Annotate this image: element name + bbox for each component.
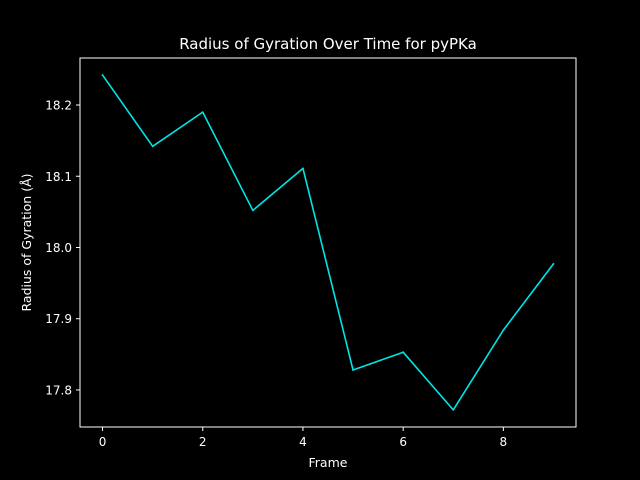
data-point bbox=[402, 351, 405, 354]
data-point bbox=[352, 369, 354, 371]
x-axis-ticks: 0 2 4 6 8 bbox=[99, 427, 507, 449]
data-point bbox=[251, 209, 254, 212]
data-point bbox=[302, 167, 304, 170]
x-tick-label: 6 bbox=[399, 435, 407, 449]
x-tick-label: 4 bbox=[299, 435, 307, 449]
y-tick-label: 17.9 bbox=[45, 312, 72, 326]
chart-title: Radius of Gyration Over Time for pyPKa bbox=[179, 35, 477, 53]
y-tick-label: 18.0 bbox=[45, 241, 72, 255]
y-tick-label: 18.1 bbox=[45, 170, 72, 184]
x-axis-label: Frame bbox=[309, 455, 348, 470]
y-tick-label: 17.8 bbox=[45, 383, 72, 397]
x-tick-label: 0 bbox=[99, 435, 107, 449]
data-point bbox=[452, 409, 455, 411]
y-tick-label: 18.2 bbox=[45, 99, 72, 113]
x-tick-label: 8 bbox=[500, 435, 508, 449]
series-line bbox=[101, 74, 555, 411]
data-point bbox=[101, 74, 104, 76]
data-point bbox=[151, 145, 154, 148]
data-point bbox=[552, 262, 555, 265]
y-axis-label: Radius of Gyration (Å) bbox=[19, 173, 34, 311]
y-axis-ticks: 17.8 17.9 18.0 18.1 18.2 bbox=[45, 99, 80, 397]
plot-area-frame bbox=[79, 57, 577, 428]
data-point bbox=[502, 329, 505, 332]
data-point bbox=[201, 111, 204, 114]
series-layer bbox=[101, 74, 555, 411]
x-tick-label: 2 bbox=[199, 435, 207, 449]
